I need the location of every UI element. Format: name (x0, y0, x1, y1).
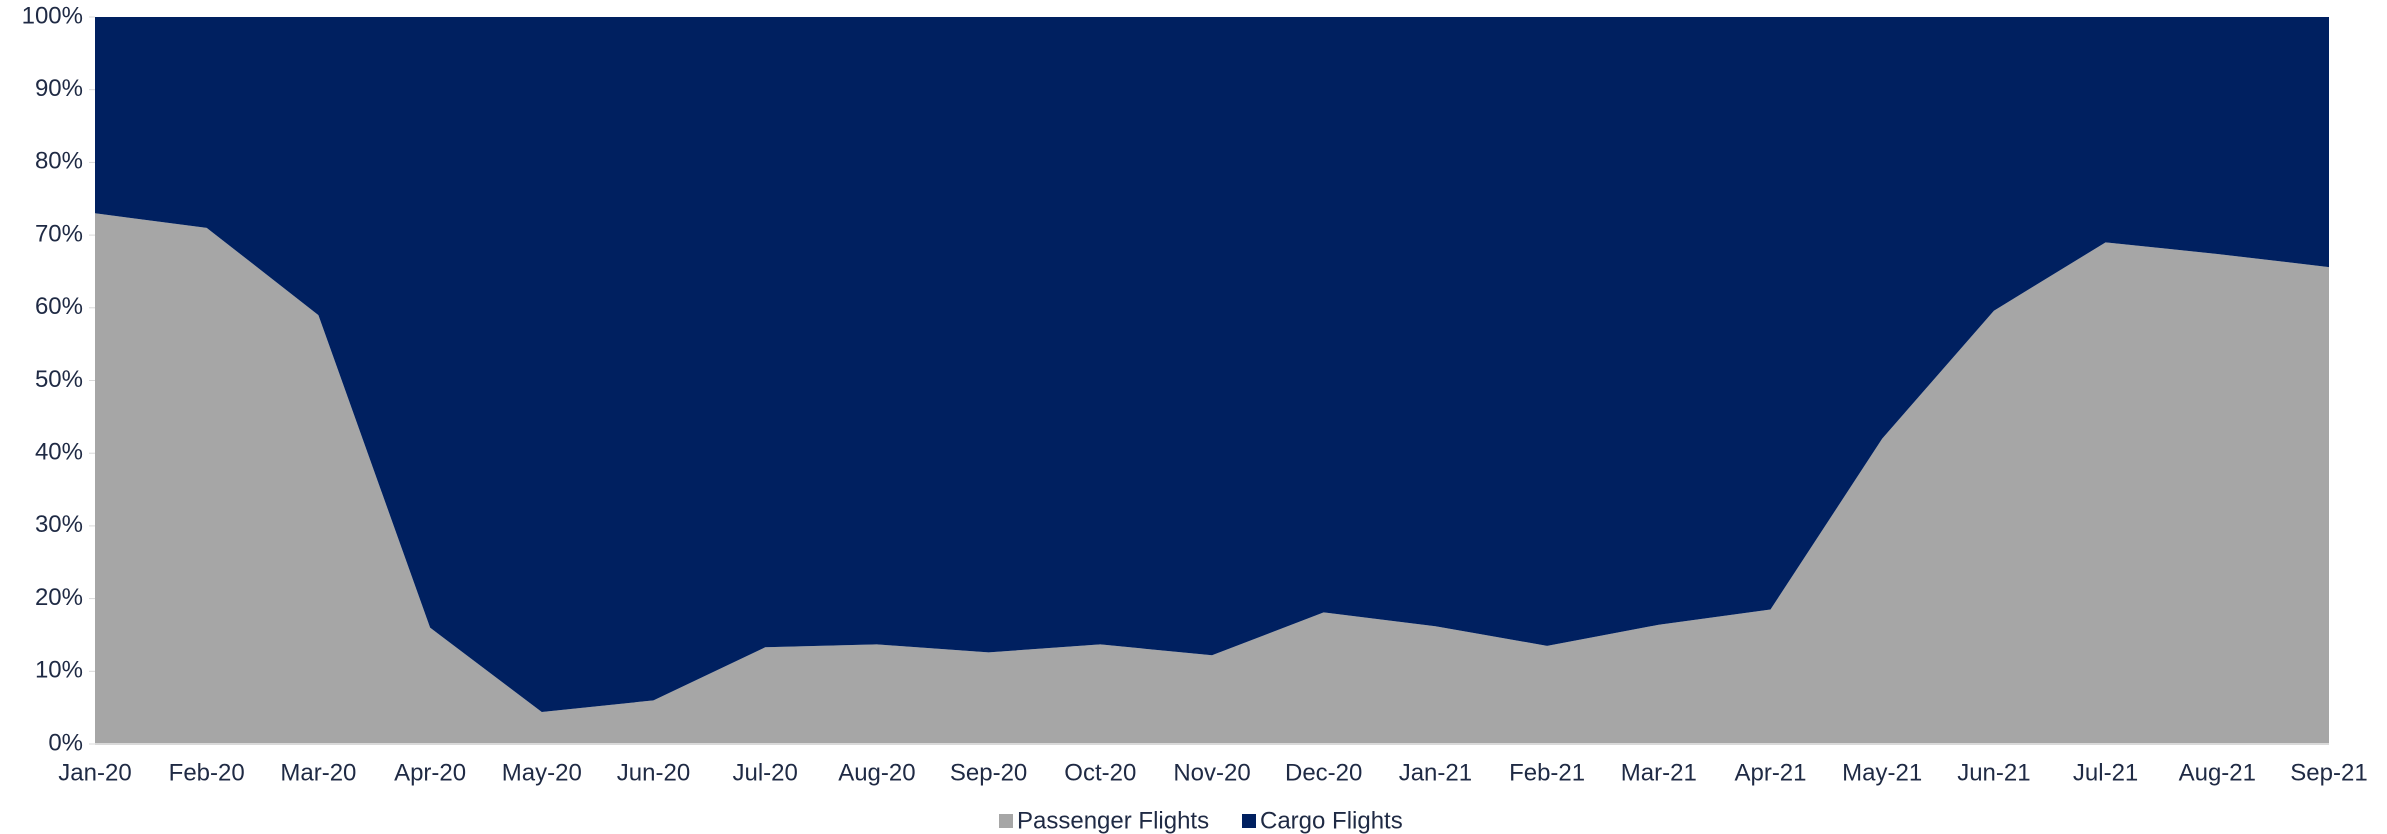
legend-label: Cargo Flights (1260, 807, 1403, 834)
x-tick-label: Sep-21 (2290, 759, 2367, 786)
y-tick-label: 20% (35, 584, 83, 611)
y-tick-label: 100% (22, 2, 83, 29)
x-tick-label: Dec-20 (1285, 759, 1362, 786)
x-tick-label: Jan-20 (58, 759, 131, 786)
y-tick-label: 30% (35, 511, 83, 538)
x-tick-label: Mar-21 (1621, 759, 1697, 786)
y-tick-label: 80% (35, 148, 83, 175)
y-tick-label: 90% (35, 75, 83, 102)
y-tick-label: 10% (35, 657, 83, 684)
x-tick-label: Feb-21 (1509, 759, 1585, 786)
legend-swatch (999, 814, 1013, 828)
x-tick-label: May-21 (1842, 759, 1922, 786)
area (95, 213, 2329, 745)
x-tick-label: Jun-20 (617, 759, 690, 786)
legend-swatch (1242, 814, 1256, 828)
x-tick-label: Jul-21 (2073, 759, 2138, 786)
y-tick-label: 60% (35, 293, 83, 320)
x-tick-label: Aug-20 (838, 759, 915, 786)
x-tick-label: Oct-20 (1064, 759, 1136, 786)
x-tick-label: May-20 (502, 759, 582, 786)
x-tick-label: Aug-21 (2179, 759, 2256, 786)
x-tick-label: Apr-21 (1734, 759, 1806, 786)
y-tick-label: 50% (35, 366, 83, 393)
x-tick-label: Nov-20 (1173, 759, 1250, 786)
x-tick-label: Sep-20 (950, 759, 1027, 786)
x-tick-label: Mar-20 (280, 759, 356, 786)
x-tick-label: Jan-21 (1399, 759, 1472, 786)
area (95, 17, 2329, 713)
x-tick-label: Apr-20 (394, 759, 466, 786)
x-tick-label: Jun-21 (1957, 759, 2030, 786)
x-tick-label: Jul-20 (733, 759, 798, 786)
legend-label: Passenger Flights (1017, 807, 1209, 834)
y-tick-label: 40% (35, 439, 83, 466)
x-tick-label: Feb-20 (169, 759, 245, 786)
y-tick-label: 70% (35, 220, 83, 247)
y-tick-label: 0% (48, 729, 83, 756)
